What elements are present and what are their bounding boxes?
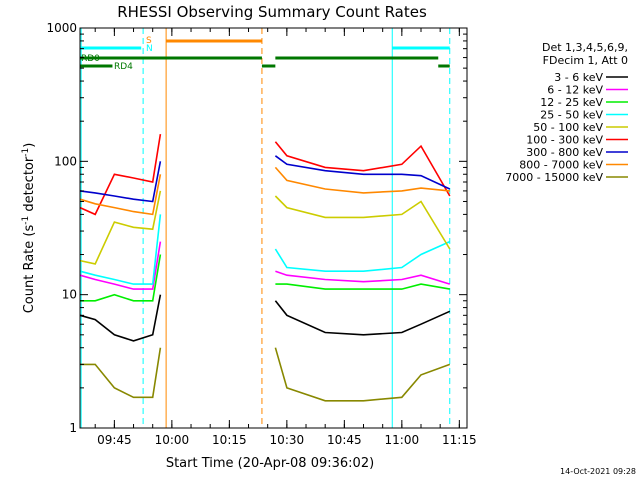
series-line	[79, 294, 162, 342]
plot-frame	[79, 27, 468, 429]
x-tick-label: 10:00	[155, 433, 190, 447]
series-line	[80, 254, 162, 302]
y-axis-title-end: )	[22, 143, 37, 148]
y-axis-title-sup2: -1	[21, 148, 31, 157]
series-line	[274, 166, 450, 194]
legend: Det 1,3,4,5,6,9, FDecim 1, Att 0 3 - 6 k…	[505, 41, 628, 184]
x-tick-label: 10:45	[327, 433, 362, 447]
legend-entry-label: 6 - 12 keV	[547, 84, 603, 97]
x-tick-label: 11:00	[385, 433, 420, 447]
y-axis: 1 10 100 1000	[46, 21, 467, 435]
series-layer	[79, 133, 451, 402]
series-line	[80, 347, 162, 399]
legend-entry-label: 3 - 6 keV	[554, 71, 603, 84]
y-tick-label: 1000	[46, 21, 77, 35]
x-axis-title: Start Time (20-Apr-08 09:36:02)	[166, 456, 374, 471]
x-tick-label: 10:15	[212, 433, 247, 447]
plot-area: RD0 RD4 SN	[79, 28, 451, 428]
chart-title: RHESSI Observing Summary Count Rates	[117, 3, 427, 21]
legend-header-line-1: Det 1,3,4,5,6,9,	[542, 41, 628, 54]
x-tick-label: 11:15	[442, 433, 477, 447]
series-line	[79, 241, 162, 290]
x-tick-label: 09:45	[97, 433, 132, 447]
series-line	[79, 214, 162, 285]
flag-label: S	[146, 36, 152, 46]
series-line	[274, 155, 451, 190]
series-line	[79, 133, 162, 216]
series-line	[275, 270, 451, 285]
y-tick-label: 100	[54, 154, 77, 168]
y-tick-label: 10	[62, 288, 77, 302]
y-tick-label: 1	[69, 421, 77, 435]
flag-label: N	[146, 44, 153, 54]
date-stamp: 14-Oct-2021 09:28	[560, 467, 636, 476]
legend-entry-label: 100 - 300 keV	[526, 134, 603, 147]
legend-header-line-2: FDecim 1, Att 0	[543, 54, 628, 67]
legend-entry-label: 12 - 25 keV	[540, 96, 603, 109]
series-line	[275, 283, 450, 290]
y-axis-title: Count Rate (s-1 detector-1)	[21, 143, 37, 314]
series-line	[274, 347, 451, 402]
series-line	[274, 195, 451, 250]
x-axis: 09:45 10:00 10:15 10:30 10:45 11:00 11:15	[94, 28, 477, 447]
series-line	[79, 161, 162, 203]
legend-entry-label: 25 - 50 keV	[540, 109, 603, 122]
legend-entry-label: 800 - 7000 keV	[519, 159, 603, 172]
series-line	[274, 240, 451, 273]
y-axis-title-mid: detector	[22, 156, 37, 216]
flag-label: RD4	[114, 62, 133, 72]
flag-label: RD0	[81, 54, 100, 64]
y-axis-title-main: Count Rate (s	[22, 225, 37, 314]
flag-bars: RD0 RD4 SN	[80, 36, 450, 72]
legend-entry-label: 7000 - 15000 keV	[505, 171, 603, 184]
series-line	[79, 174, 162, 216]
x-tick-label: 10:30	[270, 433, 305, 447]
series-line	[274, 300, 451, 336]
y-axis-title-sup1: -1	[21, 216, 31, 225]
series-line	[79, 190, 162, 265]
series-line	[274, 141, 451, 197]
legend-entry-label: 300 - 800 keV	[526, 146, 603, 159]
legend-entry-label: 50 - 100 keV	[533, 121, 603, 134]
